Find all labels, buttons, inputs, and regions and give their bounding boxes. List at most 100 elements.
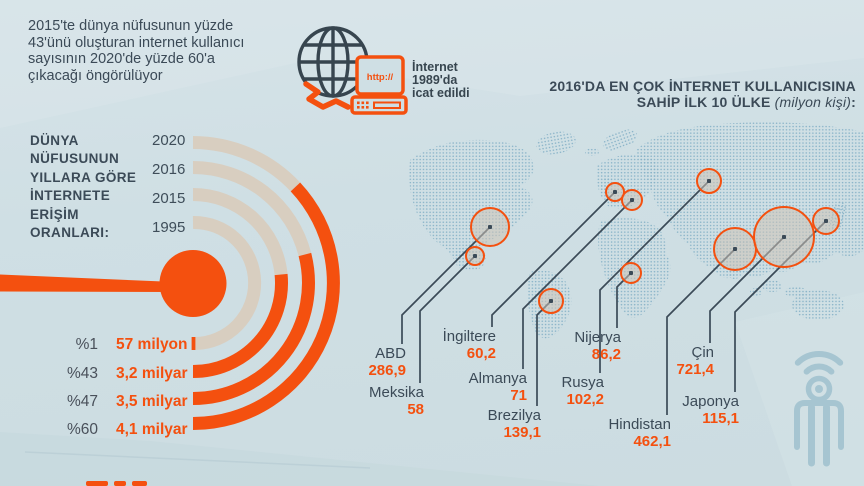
disk-slot bbox=[373, 101, 401, 109]
clipped-orange-text-fragment bbox=[86, 481, 147, 486]
facet-crease-line bbox=[24, 451, 371, 469]
person-head-ring bbox=[805, 375, 833, 403]
dot-nijerya bbox=[629, 271, 633, 275]
country-name: Çin bbox=[691, 344, 714, 361]
url-text: http:// bbox=[367, 72, 394, 83]
keyboard-keys bbox=[357, 101, 369, 109]
country-label-hindistan: Hindistan 462,1 bbox=[579, 416, 671, 450]
heading-line: NÜFUSUNUN bbox=[30, 151, 120, 167]
bubble-center-dots bbox=[473, 179, 828, 303]
internet-invention-icon: http:// bbox=[297, 26, 408, 115]
access-chart-heading: DÜNYA NÜFUSUNUN YILLARA GÖRE İNTERNETE E… bbox=[30, 132, 136, 242]
track-2015 bbox=[192, 188, 288, 276]
key-dot bbox=[357, 101, 360, 105]
country-label-ingiltere: İngiltere 60,2 bbox=[404, 328, 496, 362]
country-name: Hindistan bbox=[608, 416, 671, 433]
arc-2015-43pct bbox=[192, 273, 289, 378]
year-label-2015: 2015 bbox=[152, 189, 186, 207]
country-value: 139,1 bbox=[503, 423, 541, 441]
country-name: Nijerya bbox=[574, 329, 621, 346]
facet-right bbox=[735, 292, 864, 486]
map-section-title: 2016'DA EN ÇOK İNTERNET KULLANICISINA SA… bbox=[549, 78, 856, 111]
country-label-brezilya: Brezilya 139,1 bbox=[449, 407, 541, 441]
leader-hindistan bbox=[666, 248, 736, 415]
country-value: 60,2 bbox=[466, 344, 496, 362]
chart-center-circle bbox=[159, 250, 227, 317]
leader-almanya bbox=[522, 199, 633, 369]
map-title-line2-suffix: : bbox=[851, 93, 856, 110]
intro-line: 2015'te dünya nüfusunun yüzde bbox=[28, 18, 234, 34]
country-name: Rusya bbox=[561, 374, 604, 391]
map-iceland bbox=[585, 148, 599, 156]
arc-2016-47pct bbox=[192, 252, 315, 405]
map-greenland bbox=[536, 131, 576, 155]
dot-hindistan bbox=[733, 247, 737, 251]
hand-cursor-icon bbox=[303, 81, 351, 110]
track-1995 bbox=[192, 215, 262, 350]
value-label-2015: 3,2 milyar bbox=[116, 364, 188, 382]
map-north-america bbox=[409, 139, 534, 262]
key-dot bbox=[366, 106, 369, 109]
country-name: ABD bbox=[375, 345, 406, 362]
intro-line: sayısının 2020'de yüzde 60'a bbox=[28, 51, 215, 68]
country-value: 115,1 bbox=[702, 409, 739, 427]
value-label-1995: 57 milyon bbox=[116, 336, 188, 353]
arc-2020-60pct bbox=[192, 182, 340, 430]
fragment-shape bbox=[86, 481, 108, 486]
leader-lines bbox=[401, 180, 827, 415]
country-name: Japonya bbox=[682, 393, 739, 410]
facet-bottom-left bbox=[0, 432, 600, 486]
dot-cin bbox=[782, 235, 786, 239]
country-name: Meksika bbox=[368, 384, 424, 401]
leader-abd bbox=[401, 226, 491, 344]
map-scandinavia bbox=[602, 129, 638, 151]
leader-rusya bbox=[599, 180, 710, 373]
heading-line: İNTERNETE bbox=[30, 188, 111, 204]
leader-ingiltere bbox=[491, 191, 616, 327]
year-label-1995: 1995 bbox=[152, 219, 186, 236]
radial-orange-arcs bbox=[192, 182, 340, 430]
heading-line: ERİŞİM bbox=[30, 206, 79, 222]
map-title-line2-italic: (milyon kişi) bbox=[774, 93, 852, 110]
fragment-shape bbox=[114, 481, 126, 486]
country-name: Almanya bbox=[468, 370, 527, 387]
dot-rusya bbox=[707, 179, 711, 183]
leader-cin bbox=[709, 236, 785, 343]
country-name: Brezilya bbox=[487, 407, 541, 424]
invention-line: 1989'da bbox=[412, 73, 458, 87]
country-label-meksika: Meksika 58 bbox=[332, 384, 424, 418]
track-2020 bbox=[192, 136, 301, 192]
country-label-abd: ABD 286,9 bbox=[314, 345, 406, 379]
year-label-2020: 2020 bbox=[152, 132, 186, 149]
dot-abd bbox=[488, 225, 492, 229]
map-title-line2: SAHİP İLK 10 ÜLKE (milyon kişi): bbox=[549, 93, 856, 111]
country-value: 102,2 bbox=[566, 390, 604, 408]
key-dot bbox=[366, 101, 369, 105]
invention-caption: İnternet 1989'da icat edildi bbox=[412, 61, 470, 100]
heading-line: ORANLARI: bbox=[30, 225, 110, 241]
country-label-japonya: Japonya 115,1 bbox=[647, 393, 739, 427]
pct-label-1995: %1 bbox=[75, 336, 98, 353]
track-2016 bbox=[192, 161, 312, 257]
country-value: 462,1 bbox=[633, 432, 671, 450]
dot-brezilya bbox=[549, 299, 553, 303]
dot-meksika bbox=[473, 254, 477, 258]
heading-line: DÜNYA bbox=[30, 133, 79, 148]
intro-paragraph: 2015'te dünya nüfusunun yüzde 43'ünü olu… bbox=[28, 18, 244, 84]
map-title-line1: 2016'DA EN ÇOK İNTERNET KULLANICISINA bbox=[549, 78, 856, 94]
value-label-2016: 3,5 milyar bbox=[116, 392, 188, 410]
country-value: 71 bbox=[510, 386, 527, 404]
country-value: 721,4 bbox=[676, 360, 714, 378]
wifi-arc-outer bbox=[794, 351, 844, 366]
chart-connector-bar bbox=[0, 274, 175, 292]
fragment-shape bbox=[132, 481, 147, 486]
pct-label-2020: %60 bbox=[66, 421, 98, 438]
country-label-cin: Çin 721,4 bbox=[622, 344, 714, 378]
country-label-rusya: Rusya 102,2 bbox=[512, 374, 604, 408]
dot-ingiltere bbox=[613, 190, 617, 194]
pct-label-2015: %43 bbox=[66, 364, 98, 382]
dot-almanya bbox=[630, 198, 634, 202]
invention-line: icat edildi bbox=[412, 86, 470, 100]
